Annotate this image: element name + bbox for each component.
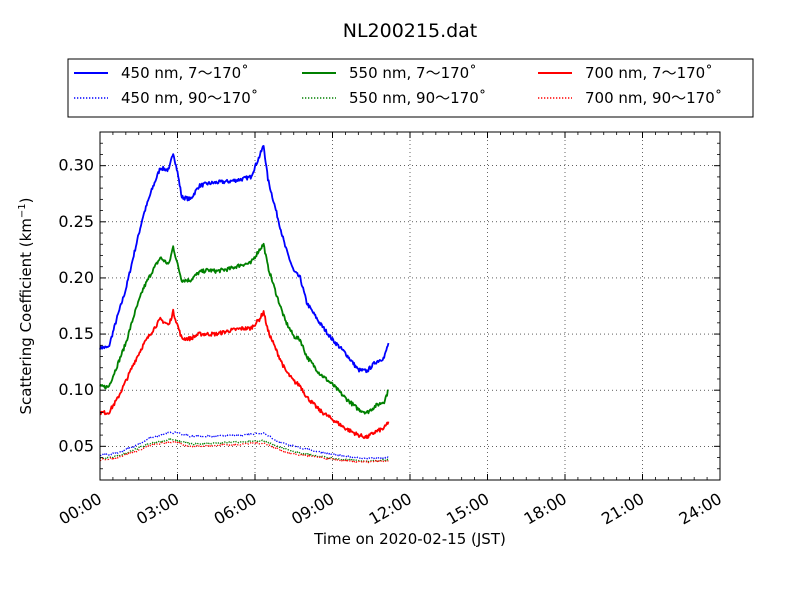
- legend-label-3: 450 nm, 90～170˚: [121, 89, 258, 107]
- chart-title: NL200215.dat: [343, 20, 478, 42]
- series-line-1: [99, 242, 389, 415]
- legend-label-0: 450 nm, 7～170˚: [121, 64, 249, 82]
- series-line-4: [99, 438, 389, 463]
- y-axis-title-sup: −1: [17, 203, 28, 218]
- y-tick-label: 0.05: [58, 436, 94, 455]
- y-tick-labels: 0.05 0.10 0.15 0.20 0.25 0.30: [58, 156, 94, 456]
- legend-label-4: 550 nm, 90～170˚: [349, 89, 486, 107]
- x-tick-label: 18:00: [521, 489, 570, 529]
- x-tick-label: 12:00: [366, 489, 415, 529]
- series-line-5: [99, 440, 389, 464]
- x-tick-label: 15:00: [443, 489, 492, 529]
- y-axis-title: Scattering Coefficient (km−1): [17, 197, 35, 414]
- series-line-0: [99, 144, 390, 374]
- x-axis-title: Time on 2020-02-15 (JST): [313, 530, 506, 548]
- y-tick-label: 0.10: [58, 380, 94, 399]
- legend-label-1: 550 nm, 7～170˚: [349, 64, 477, 82]
- y-axis-title-main: Scattering Coefficient (km: [17, 218, 35, 414]
- y-tick-label: 0.30: [58, 156, 94, 175]
- legend-label-2: 700 nm, 7～170˚: [585, 64, 713, 82]
- x-tick-labels: 00:00 03:00 06:00 09:00 12:00 15:00 18:00 21:00…: [56, 489, 725, 529]
- x-tick-label: 24:00: [676, 489, 725, 529]
- x-tick-label: 00:00: [56, 489, 105, 529]
- y-tick-label: 0.20: [58, 268, 94, 287]
- y-tick-label: 0.15: [58, 324, 94, 343]
- ticks: [99, 132, 721, 480]
- series-line-2: [99, 308, 390, 440]
- y-axis-title-close: ): [17, 197, 35, 203]
- legend-label-5: 700 nm, 90～170˚: [585, 89, 722, 107]
- legend-frame: [67, 58, 754, 118]
- x-tick-label: 09:00: [288, 489, 337, 529]
- x-tick-label: 03:00: [133, 489, 182, 529]
- y-tick-label: 0.25: [58, 212, 94, 231]
- x-tick-label: 21:00: [598, 489, 647, 529]
- x-tick-label: 06:00: [211, 489, 260, 529]
- grid: [99, 132, 721, 480]
- series-line-3: [99, 431, 389, 460]
- legend: 450 nm, 7～170˚ 550 nm, 7～170˚ 700 nm, 7～17…: [67, 58, 754, 118]
- series-layer: [99, 144, 390, 464]
